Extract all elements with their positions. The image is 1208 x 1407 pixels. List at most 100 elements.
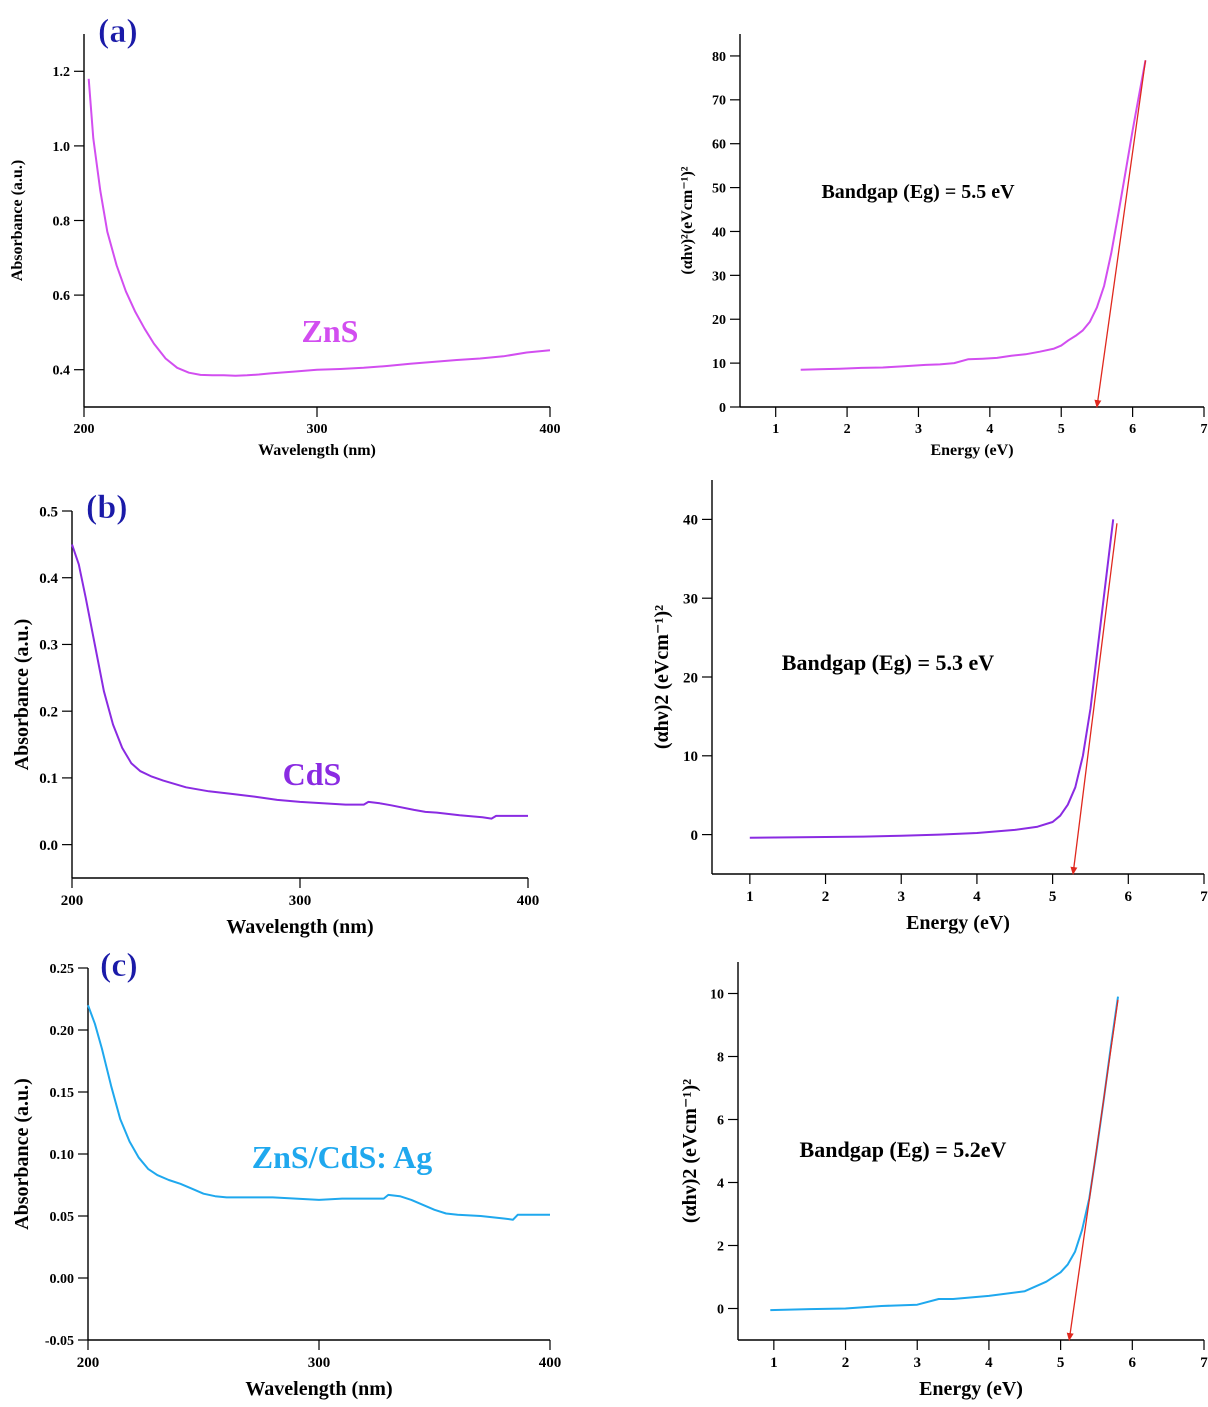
x-axis-label: Wavelength (nm) [258,442,376,459]
annotation: Bandgap (Eg) = 5.3 eV [782,650,995,675]
y-tick-label: 70 [712,94,726,109]
x-tick-label: 1 [772,422,779,437]
annotation: CdS [283,756,342,792]
x-tick-label: 300 [289,893,312,909]
x-tick-label: 2 [842,1355,850,1371]
y-tick-label: 0 [719,401,726,416]
y-tick-label: 1.2 [53,65,71,80]
y-tick-label: 10 [712,357,726,372]
y-tick-label: 6 [717,1113,724,1128]
y-tick-label: 40 [712,225,726,240]
x-tick-label: 6 [1125,889,1133,905]
y-tick-label: 50 [712,181,726,196]
y-tick-label: 0 [717,1302,724,1317]
x-tick-label: 7 [1201,422,1208,437]
panel-label: (a) [98,13,138,50]
x-tick-label: 3 [913,1355,921,1371]
x-tick-label: 5 [1057,1355,1065,1371]
y-tick-label: 0.6 [53,289,71,304]
y-tick-label: 0.2 [39,704,58,720]
y-axis-label: Absorbance (a.u.) [11,1078,33,1230]
x-tick-label: 3 [897,889,905,905]
x-axis-label: Energy (eV) [919,1378,1023,1400]
y-tick-label: 20 [683,670,698,686]
chart-b-tauc: 0 10 20 30 40 1 2 3 4 5 6 7 Energy (eV) (αhν)2 (eVcm⁻… [651,480,1208,934]
x-tick-label: 400 [539,1355,562,1371]
series-line-cds [71,544,528,820]
x-tick-label: 3 [915,422,922,437]
x-tick-label: 400 [517,893,540,909]
series-line-zns-cds-ag [87,1004,550,1221]
annotation: Bandgap (Eg) = 5.5 eV [821,181,1015,203]
panel-label: (b) [86,489,128,526]
bandgap-fit-line [1094,60,1147,408]
x-tick-label: 1 [770,1355,778,1371]
y-tick-label: 0.4 [53,364,71,379]
series-line [800,60,1147,371]
y-tick-label: 8 [717,1050,724,1065]
x-axis-label: Energy (eV) [930,442,1013,459]
y-tick-label: 60 [712,138,726,153]
y-axis-label: (αhν)2 (eVcm⁻¹)² [679,1079,701,1223]
panel-label: (c) [100,947,138,984]
x-tick-label: 7 [1200,889,1208,905]
x-tick-label: 200 [74,422,95,437]
y-axis-label: Absorbance (a.u.) [9,160,26,281]
x-tick-label: 6 [1129,1355,1137,1371]
y-tick-label: 30 [683,591,698,607]
y-tick-label: 10 [683,749,698,765]
y-tick-label: 40 [683,513,698,529]
bandgap-fit-line [1066,999,1119,1341]
annotation: Bandgap (Eg) = 5.2eV [800,1137,1007,1162]
x-tick-label: 2 [844,422,851,437]
y-tick-label: 0.4 [39,571,58,587]
y-tick-label: 30 [712,269,726,284]
x-tick-label: 1 [746,889,754,905]
chart-b-abs: 0.0 0.1 0.2 0.3 0.4 0.5 200 300 400 Wavelength (n… [11,489,539,938]
y-tick-label: 4 [717,1176,724,1191]
y-tick-label: 20 [712,313,726,328]
chart-c-abs: -0.05 0.00 0.05 0.10 0.15 0.20 0.25 200 300 400 Wa… [11,947,561,1400]
x-tick-label: 5 [1058,422,1065,437]
series-line [749,519,1115,839]
annotation: ZnS/CdS: Ag [252,1139,433,1175]
y-tick-label: 2 [717,1239,724,1254]
y-tick-label: 0.0 [39,838,58,854]
x-tick-label: 2 [822,889,830,905]
y-tick-label: 10 [710,987,724,1002]
y-tick-label: -0.05 [45,1334,74,1349]
y-tick-label: 80 [712,50,726,65]
y-tick-label: 0.1 [39,771,58,787]
y-tick-label: 0.10 [50,1148,75,1163]
y-axis-label: Absorbance (a.u.) [11,619,33,771]
x-axis-label: Wavelength (nm) [245,1378,392,1400]
x-axis-label: Wavelength (nm) [226,916,373,938]
y-tick-label: 0.5 [39,504,58,520]
x-tick-label: 4 [973,889,981,905]
x-axis-label: Energy (eV) [906,912,1010,934]
x-tick-label: 7 [1200,1355,1208,1371]
y-tick-label: 0.25 [50,962,75,977]
y-tick-label: 0.00 [50,1272,75,1287]
x-tick-label: 300 [307,422,328,437]
x-tick-label: 5 [1049,889,1057,905]
chart-a-abs: 0.4 0.6 0.8 1.0 1.2 200 300 400 Wavelength (nm) A… [9,13,561,459]
x-tick-label: 4 [986,422,993,437]
series-line-zns [87,78,551,377]
y-tick-label: 0.8 [53,214,71,229]
y-tick-label: 0.20 [50,1024,75,1039]
x-tick-label: 6 [1129,422,1136,437]
y-tick-label: 0.3 [39,638,58,654]
x-tick-label: 400 [540,422,561,437]
chart-a-tauc: 0 10 20 30 40 50 60 70 80 1 2 3 4 5 6 7 Energy (eV) (αhν)… [679,34,1208,459]
annotation: ZnS [302,313,359,349]
x-tick-label: 200 [61,893,84,909]
x-tick-label: 300 [308,1355,331,1371]
x-tick-label: 4 [985,1355,993,1371]
y-tick-label: 0.05 [50,1210,75,1225]
y-axis-label: (αhν)2 (eVcm⁻¹)² [651,605,673,749]
y-tick-label: 1.0 [53,140,71,155]
y-tick-label: 0.15 [50,1086,75,1101]
